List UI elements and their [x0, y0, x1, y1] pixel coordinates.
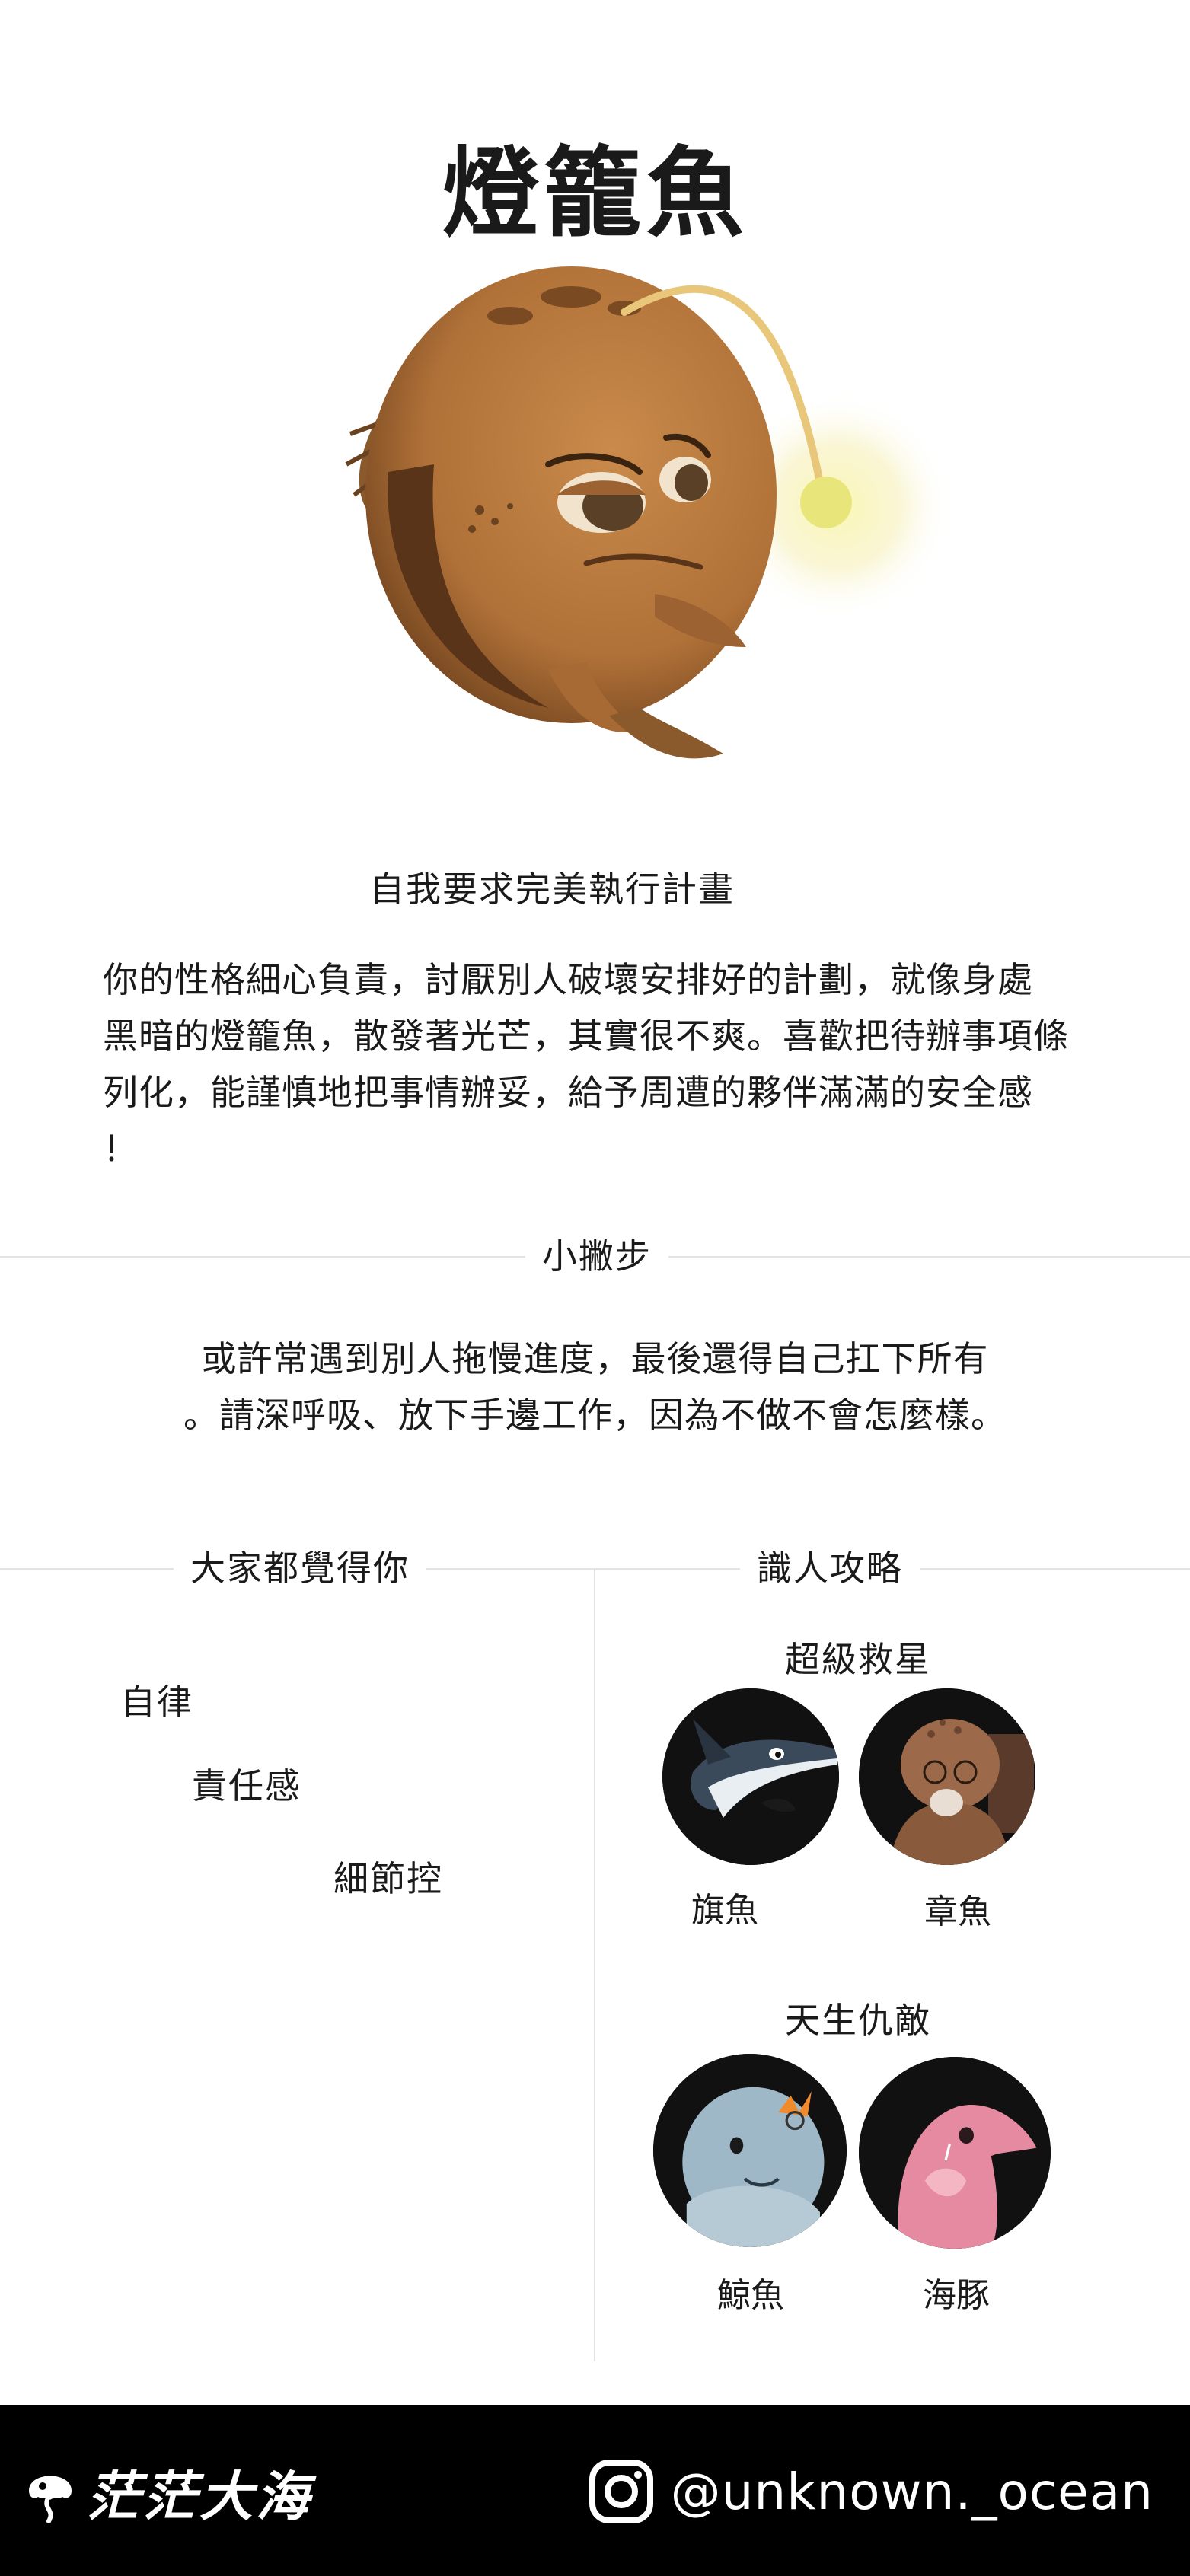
trait-item: 責任感	[192, 1765, 301, 1806]
type-subtitle: 自我要求完美執行計畫	[369, 869, 735, 910]
avatar-label: 海豚	[923, 2276, 990, 2315]
dolphin-avatar-icon	[859, 2057, 1051, 2249]
instagram-icon	[589, 2460, 653, 2523]
avatar-label: 章魚	[924, 1892, 991, 1931]
tip-line: 。請深呼吸、放下手邊工作，因為不做不會怎麼樣。	[183, 1395, 1007, 1436]
jellyfish-logo-icon	[29, 2476, 72, 2523]
anglerfish-illustration	[320, 244, 959, 792]
description-line: 你的性格細心負責，討厭別人破壞安排好的計劃，就像身處	[103, 959, 1033, 1000]
swordfish-avatar-icon	[662, 1688, 839, 1865]
tip-line: 或許常遇到別人拖慢進度，最後還得自己扛下所有	[201, 1338, 989, 1379]
octopus-avatar-icon	[859, 1688, 1035, 1865]
page-title: 燈籠魚	[442, 137, 748, 250]
description-line: 列化，能謹慎地把事情辦妥，給予周遭的夥伴滿滿的安全感	[103, 1072, 1033, 1113]
tip-text: 或許常遇到別人拖慢進度，最後還得自己扛下所有 。請深呼吸、放下手邊工作，因為不做…	[0, 1331, 1190, 1443]
whale-avatar-icon	[653, 2054, 847, 2247]
section-divider	[0, 1568, 1190, 1570]
description-line: ！	[103, 1128, 139, 1169]
traits-section-label: 大家都覺得你	[174, 1545, 426, 1591]
instagram-link[interactable]: @unknown._ocean	[589, 2457, 1153, 2526]
enemies-title: 天生仇敵	[785, 2000, 931, 2041]
trait-item: 自律	[120, 1682, 193, 1723]
instagram-handle: @unknown._ocean	[670, 2462, 1153, 2521]
avatar-label: 旗魚	[691, 1891, 758, 1930]
personality-description: 你的性格細心負責，討厭別人破壞安排好的計劃，就像身處 黑暗的燈籠魚，散發著光芒，…	[103, 952, 1093, 1177]
footer: 茫茫大海 @unknown._ocean	[0, 2405, 1190, 2576]
tip-section-label: 小撇步	[525, 1233, 668, 1279]
description-line: 黑暗的燈籠魚，散發著光芒，其實很不爽。喜歡把待辦事項條	[103, 1015, 1069, 1057]
avatar-label: 鯨魚	[717, 2276, 784, 2315]
brand[interactable]: 茫茫大海	[24, 2462, 312, 2528]
trait-item: 細節控	[333, 1858, 443, 1899]
brand-name: 茫茫大海	[87, 2465, 312, 2528]
column-divider	[594, 1570, 595, 2361]
saviors-title: 超級救星	[785, 1639, 931, 1680]
guide-section-label: 識人攻略	[740, 1545, 920, 1591]
